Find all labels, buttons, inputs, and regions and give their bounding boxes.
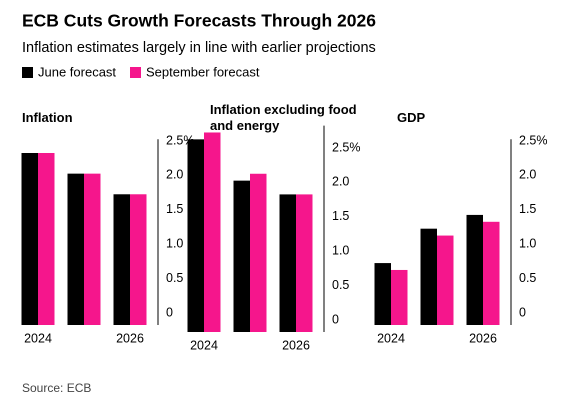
y-tick-label: 1.5 — [166, 202, 183, 216]
bar — [204, 132, 221, 332]
legend-swatch — [130, 67, 141, 78]
chart-subtitle: Inflation estimates largely in line with… — [22, 40, 376, 56]
y-tick-label: 1.5 — [332, 209, 349, 223]
bar — [67, 173, 84, 325]
bar — [279, 194, 296, 332]
bar — [130, 194, 147, 325]
bar — [437, 235, 454, 325]
x-tick-label: 2024 — [190, 338, 218, 352]
y-tick-label: 0 — [519, 305, 526, 319]
bar — [420, 228, 437, 325]
bar — [483, 221, 500, 325]
y-tick-label: 0 — [166, 305, 173, 319]
legend-swatch — [22, 67, 33, 78]
y-tick-label: 0.5 — [332, 278, 349, 292]
bar — [84, 173, 101, 325]
bar — [187, 139, 204, 332]
y-tick-label: 2.0 — [332, 175, 349, 189]
x-tick-label: 2024 — [377, 331, 405, 345]
bar — [391, 269, 408, 325]
chart-title: ECB Cuts Growth Forecasts Through 2026 — [22, 11, 376, 31]
bar — [113, 194, 130, 325]
source: Source: ECB — [22, 381, 91, 395]
y-tick-label: 2.5% — [332, 140, 361, 154]
y-tick-label: 0.5 — [519, 271, 536, 285]
bar — [374, 263, 391, 325]
y-tick-label: 1.0 — [166, 236, 183, 250]
legend-label: June forecast — [38, 64, 116, 79]
legend-label: September forecast — [146, 64, 260, 79]
bar — [233, 180, 250, 332]
y-tick-label: 0 — [332, 312, 339, 326]
x-tick-label: 2024 — [24, 331, 52, 345]
y-tick-label: 1.5 — [519, 202, 536, 216]
x-tick-label: 2026 — [282, 338, 310, 352]
y-tick-label: 2.5% — [166, 133, 195, 147]
y-tick-label: 1.0 — [519, 236, 536, 250]
y-tick-label: 2.0 — [519, 168, 536, 182]
panel-title: Inflation excluding food and energy — [210, 102, 357, 133]
y-tick-label: 0.5 — [166, 271, 183, 285]
bar — [296, 194, 313, 332]
bar — [466, 214, 483, 325]
bar — [38, 153, 55, 325]
panel-title: Inflation — [22, 110, 73, 125]
y-tick-label: 2.5% — [519, 133, 548, 147]
x-tick-label: 2026 — [469, 331, 497, 345]
y-tick-label: 1.0 — [332, 243, 349, 257]
bar — [21, 153, 38, 325]
panel-title: GDP — [397, 110, 426, 125]
y-tick-label: 2.0 — [166, 168, 183, 182]
x-tick-label: 2026 — [116, 331, 144, 345]
bar — [250, 173, 267, 332]
